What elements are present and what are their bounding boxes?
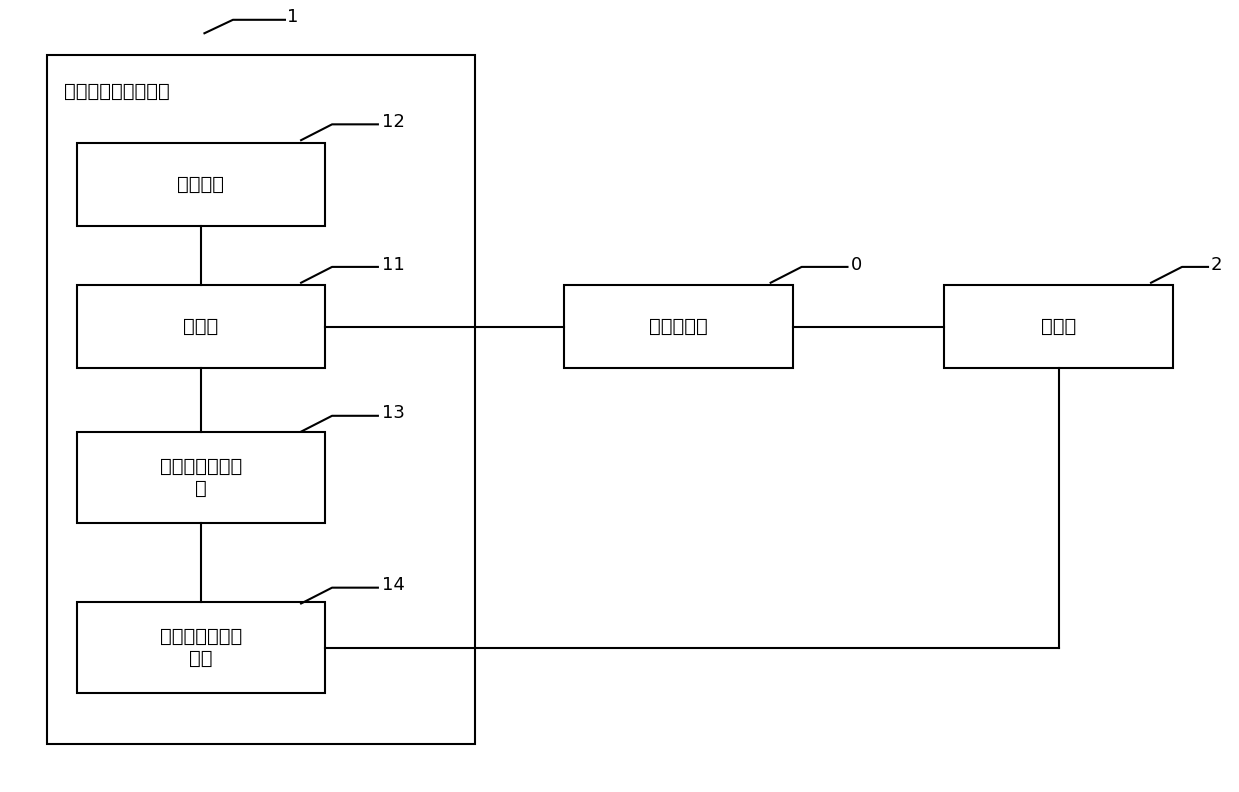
Text: 1: 1 <box>287 9 299 26</box>
Text: 11: 11 <box>382 256 404 273</box>
Bar <box>77 432 325 523</box>
Text: 平面镜: 平面镜 <box>183 318 218 336</box>
Text: 机械转台: 机械转台 <box>177 175 224 193</box>
Text: 13: 13 <box>382 405 404 422</box>
Bar <box>944 285 1173 368</box>
Text: 波前信息计算处
理器: 波前信息计算处 理器 <box>160 627 242 668</box>
Bar <box>77 285 325 368</box>
Text: 望远镜: 望远镜 <box>1041 318 1077 336</box>
Bar <box>77 602 325 693</box>
Text: 14: 14 <box>382 577 404 594</box>
Text: 面形调整执行机
构: 面形调整执行机 构 <box>160 457 242 497</box>
Bar <box>564 285 793 368</box>
Text: 离散口径检测子系统: 离散口径检测子系统 <box>64 82 170 101</box>
Text: 12: 12 <box>382 113 404 131</box>
Text: 0: 0 <box>851 256 862 273</box>
Text: 2: 2 <box>1211 256 1222 273</box>
Bar <box>47 55 475 744</box>
Text: 运动学接口: 运动学接口 <box>649 318 707 336</box>
Bar <box>77 143 325 226</box>
